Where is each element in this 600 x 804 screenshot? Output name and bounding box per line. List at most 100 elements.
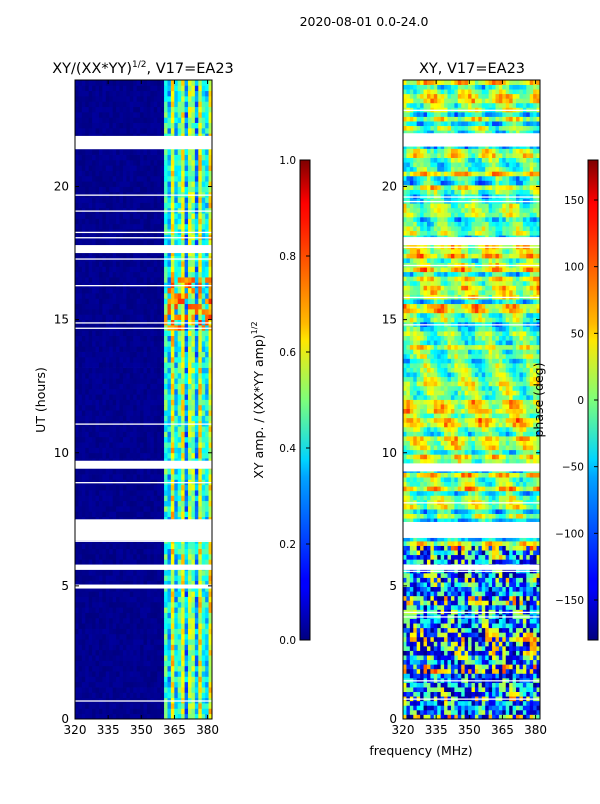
heatmap-cell xyxy=(137,394,141,400)
heatmap-cell xyxy=(85,447,89,453)
heatmap-cell xyxy=(113,266,117,272)
heatmap-cell xyxy=(154,107,158,113)
heatmap-cell xyxy=(140,202,144,208)
heatmap-cell xyxy=(174,394,178,400)
heatmap-cell xyxy=(109,128,113,134)
heatmap-cell xyxy=(157,165,161,171)
heatmap-cell xyxy=(137,176,141,182)
heatmap-cell xyxy=(157,378,161,384)
heatmap-cell xyxy=(150,549,154,555)
heatmap-cell xyxy=(106,373,110,379)
heatmap-cell xyxy=(78,676,82,682)
heatmap-cell xyxy=(89,474,93,480)
heatmap-cell xyxy=(157,261,161,267)
heatmap-cell xyxy=(126,666,130,672)
heatmap-cell xyxy=(147,628,151,634)
heatmap-cell xyxy=(154,352,158,358)
heatmap-cell xyxy=(106,176,110,182)
heatmap-cell xyxy=(106,655,110,661)
heatmap-cell xyxy=(164,447,168,453)
heatmap-cell xyxy=(89,266,93,272)
heatmap-cell xyxy=(92,266,96,272)
heatmap-cell xyxy=(123,437,127,443)
heatmap-cell xyxy=(167,197,171,203)
heatmap-cell xyxy=(157,501,161,507)
heatmap-cell xyxy=(123,554,127,560)
heatmap-cell xyxy=(205,346,209,352)
heatmap-cell xyxy=(198,708,202,714)
heatmap-cell xyxy=(109,559,113,565)
heatmap-cell xyxy=(99,304,103,310)
heatmap-cell xyxy=(126,703,130,709)
heatmap-cell xyxy=(195,623,199,629)
heatmap-cell xyxy=(109,453,113,459)
heatmap-cell xyxy=(157,240,161,246)
heatmap-cell xyxy=(78,410,82,416)
heatmap-cell xyxy=(161,453,165,459)
heatmap-cell xyxy=(181,431,185,437)
heatmap-cell xyxy=(85,128,89,134)
heatmap-cell xyxy=(195,613,199,619)
heatmap-cell xyxy=(181,410,185,416)
heatmap-cell xyxy=(171,495,175,501)
heatmap-cell xyxy=(150,708,154,714)
heatmap-cell xyxy=(102,634,106,640)
heatmap-cell xyxy=(130,80,134,86)
heatmap-cell xyxy=(191,676,195,682)
heatmap-cell xyxy=(75,570,79,576)
heatmap-cell xyxy=(195,107,199,113)
heatmap-cell xyxy=(82,682,86,688)
heatmap-cell xyxy=(89,373,93,379)
heatmap-cell xyxy=(123,410,127,416)
heatmap-cell xyxy=(191,591,195,597)
heatmap-cell xyxy=(482,710,486,715)
heatmap-cell xyxy=(185,613,189,619)
heatmap-cell xyxy=(191,314,195,320)
heatmap-cell xyxy=(89,341,93,347)
heatmap-cell xyxy=(150,266,154,272)
heatmap-cell xyxy=(171,197,175,203)
heatmap-cell xyxy=(174,346,178,352)
heatmap-cell xyxy=(82,352,86,358)
heatmap-cell xyxy=(167,181,171,187)
heatmap-cell xyxy=(478,710,482,715)
heatmap-cell xyxy=(85,378,89,384)
heatmap-cell xyxy=(523,705,527,710)
heatmap-cell xyxy=(191,431,195,437)
heatmap-cell xyxy=(154,660,158,666)
heatmap-cell xyxy=(191,288,195,294)
heatmap-cell xyxy=(147,447,151,453)
heatmap-cell xyxy=(157,309,161,315)
heatmap-cell xyxy=(205,107,209,113)
heatmap-cell xyxy=(154,628,158,634)
heatmap-cell xyxy=(116,415,120,421)
heatmap-cell xyxy=(191,644,195,650)
heatmap-cell xyxy=(106,511,110,517)
heatmap-cell xyxy=(147,607,151,613)
heatmap-cell xyxy=(116,171,120,177)
heatmap-cell xyxy=(174,415,178,421)
heatmap-cell xyxy=(205,431,209,437)
heatmap-cell xyxy=(109,549,113,555)
heatmap-cell xyxy=(144,160,148,166)
heatmap-cell xyxy=(120,602,124,608)
heatmap-cell xyxy=(174,91,178,97)
heatmap-cell xyxy=(133,107,137,113)
heatmap-cell xyxy=(157,597,161,603)
heatmap-cell xyxy=(106,352,110,358)
heatmap-cell xyxy=(164,426,168,432)
heatmap-cell xyxy=(78,117,82,123)
heatmap-cell xyxy=(150,474,154,480)
heatmap-cell xyxy=(195,410,199,416)
heatmap-cell xyxy=(78,261,82,267)
heatmap-cell xyxy=(106,378,110,384)
heatmap-cell xyxy=(120,469,124,475)
heatmap-cell xyxy=(85,485,89,491)
heatmap-cell xyxy=(102,368,106,374)
heatmap-cell xyxy=(195,559,199,565)
heatmap-cell xyxy=(75,469,79,475)
heatmap-cell xyxy=(96,575,100,581)
heatmap-cell xyxy=(191,272,195,278)
heatmap-cell xyxy=(191,559,195,565)
heatmap-cell xyxy=(85,474,89,480)
